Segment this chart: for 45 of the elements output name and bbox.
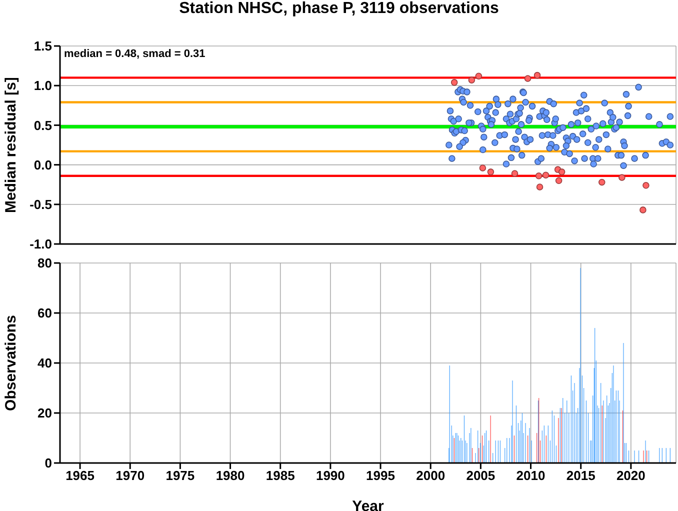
- x-tick-label: 1985: [266, 468, 295, 484]
- point: [558, 168, 566, 176]
- point: [640, 206, 646, 214]
- y-tick-label: 60: [38, 306, 52, 321]
- x-tick-label: 1995: [366, 468, 395, 484]
- y-tick-label: 1.5: [34, 38, 52, 54]
- y-tick-label: 1.0: [34, 78, 52, 94]
- point: [535, 172, 542, 180]
- point: [618, 174, 626, 181]
- chart-title: Station NHSC, phase P, 3119 observations: [178, 0, 500, 18]
- point: [524, 75, 532, 82]
- x-tick-label: 1975: [166, 468, 195, 484]
- point: [487, 168, 494, 176]
- x-tick-label: 1965: [66, 468, 94, 484]
- point: [479, 164, 486, 172]
- x-tick-label: 2005: [466, 468, 496, 484]
- y-tick-label: 0: [44, 456, 52, 471]
- point: [534, 72, 541, 79]
- point: [542, 172, 550, 178]
- point: [475, 72, 482, 80]
- x-tick-label: 2010: [516, 468, 546, 484]
- x-tick-label: 2020: [616, 468, 646, 484]
- y-tick-label: 80: [38, 256, 52, 271]
- annotation: median = 0.48, smad = 0.31: [64, 48, 206, 60]
- x-tick-label: 1990: [316, 468, 345, 484]
- point: [450, 79, 458, 86]
- point: [598, 178, 606, 186]
- point: [511, 170, 518, 177]
- x-axis-title: Year: [352, 498, 384, 511]
- x-tick-label: 1970: [116, 468, 145, 484]
- point: [555, 177, 562, 184]
- y-tick-label: 40: [38, 356, 52, 371]
- x-tick-label: 1980: [216, 468, 245, 484]
- y-axis-title: Observations: [2, 315, 20, 411]
- point: [536, 184, 544, 190]
- y-tick-label: 0.5: [34, 118, 52, 133]
- y-tick-label: 0.0: [34, 157, 52, 172]
- point: [468, 76, 476, 84]
- y-axis-title: Median residual [s]: [2, 77, 20, 213]
- y-tick-label: 20: [38, 406, 52, 421]
- y-tick-label: -0.5: [30, 197, 52, 212]
- x-tick-label: 2000: [416, 468, 446, 484]
- x-tick-label: 2015: [566, 468, 596, 484]
- y-tick-label: -1.0: [30, 236, 52, 252]
- point: [642, 182, 650, 189]
